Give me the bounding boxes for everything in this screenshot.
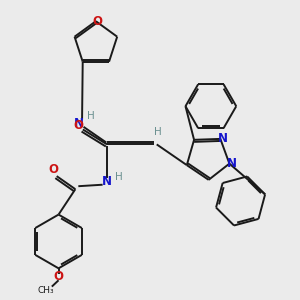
Text: O: O	[93, 15, 103, 28]
Text: O: O	[73, 119, 83, 132]
Text: N: N	[102, 175, 112, 188]
Text: H: H	[154, 128, 162, 137]
Text: H: H	[87, 111, 95, 121]
Text: O: O	[54, 270, 64, 283]
Text: N: N	[227, 157, 237, 170]
Text: N: N	[74, 117, 84, 130]
Text: N: N	[218, 132, 228, 146]
Text: O: O	[48, 163, 58, 176]
Text: H: H	[115, 172, 123, 182]
Text: CH₃: CH₃	[37, 286, 54, 295]
